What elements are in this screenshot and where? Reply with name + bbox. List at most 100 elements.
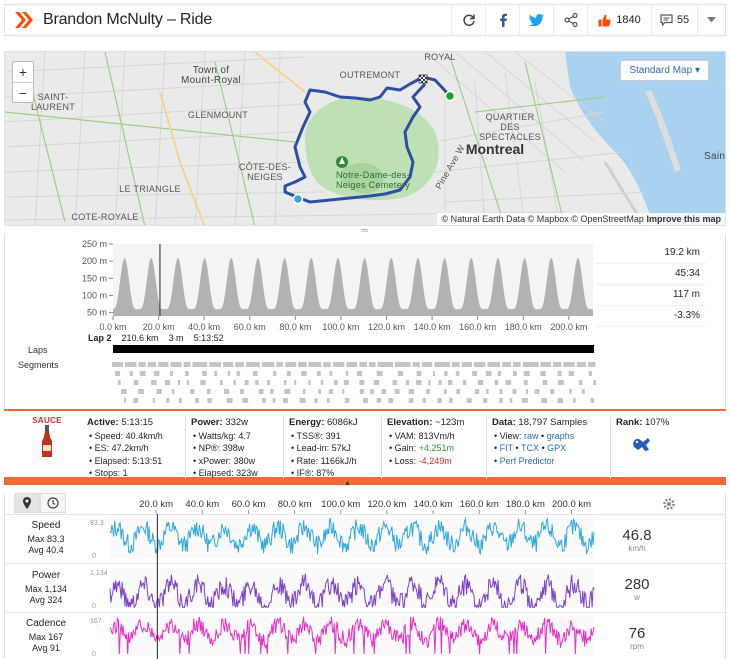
comments-button[interactable]: 55 bbox=[651, 5, 697, 35]
map-type-select[interactable]: Standard Map ▾ bbox=[620, 60, 709, 81]
stream-x-tick: 20.0 km bbox=[139, 499, 173, 510]
readout-elevation: 117 m bbox=[596, 285, 706, 306]
share-icon bbox=[563, 13, 578, 27]
chevron-down-icon bbox=[707, 17, 716, 23]
lap-elapsed: 5:13:52 bbox=[193, 333, 224, 343]
strava-logo-icon[interactable] bbox=[13, 9, 35, 31]
power-scale-top: 1,134 bbox=[90, 570, 108, 577]
stat-stops: Stops: 1 bbox=[87, 467, 182, 480]
elevation-title: Elevation: bbox=[387, 417, 433, 428]
power-avg: Avg 324 bbox=[29, 595, 63, 605]
map-attribution: © Natural Earth Data © Mapbox © OpenStre… bbox=[437, 213, 725, 225]
speed-scale-bottom: 0 bbox=[92, 553, 96, 560]
stats-power: Power: 332w Watts/kg: 4.7 NP®: 398w xPow… bbox=[185, 417, 280, 479]
share-button[interactable] bbox=[553, 5, 587, 35]
map-label-town: Town of Mount-Royal bbox=[181, 65, 241, 86]
export-fit-link[interactable]: FIT bbox=[499, 443, 513, 454]
streams-settings-button[interactable] bbox=[660, 495, 678, 512]
stat-vam: VAM: 813Vm/h bbox=[387, 430, 485, 443]
view-raw-link[interactable]: raw bbox=[524, 430, 539, 441]
elevation-value: ~123m bbox=[435, 417, 465, 428]
map-label-cote-royale: COTE-ROYALE bbox=[71, 212, 139, 222]
map-label-montreal: Montreal bbox=[465, 141, 525, 157]
elevation-x-tick: 120.0 km bbox=[368, 322, 405, 332]
data-samples: 18,797 Samples bbox=[518, 417, 588, 428]
power-unit: w bbox=[634, 593, 640, 602]
more-options-button[interactable] bbox=[697, 5, 725, 35]
stream-x-tick: 140.0 km bbox=[414, 499, 453, 510]
zoom-out-button[interactable]: − bbox=[13, 82, 33, 102]
distance-mode-button[interactable] bbox=[14, 493, 40, 513]
stats-elevation: Elevation: ~123m VAM: 813Vm/h Gain: +4,2… bbox=[381, 417, 485, 479]
segments-track[interactable] bbox=[110, 360, 596, 406]
twitter-share-button[interactable] bbox=[519, 5, 553, 35]
map-label-quartier: QUARTIER DES SPECTACLES bbox=[479, 112, 541, 142]
rank-title: Rank: bbox=[616, 417, 643, 428]
stream-x-tick: 60.0 km bbox=[232, 499, 266, 510]
stream-x-tick: 80.0 km bbox=[278, 499, 312, 510]
perf-predictor: Perf Predictor bbox=[492, 455, 608, 468]
elevation-section bbox=[4, 234, 726, 410]
improve-map-link[interactable]: Improve this map bbox=[646, 214, 721, 224]
perf-predictor-link[interactable]: Perf Predictor bbox=[499, 455, 555, 466]
map-label-saint-laurent: SAINT-LAURENT bbox=[30, 92, 76, 112]
streams-chart[interactable]: 83.3 0 1,134 0 167 0 bbox=[88, 514, 596, 659]
elevation-x-tick: 180.0 km bbox=[505, 322, 542, 332]
elevation-area bbox=[113, 257, 593, 316]
power-title: Power: bbox=[191, 417, 223, 428]
streams-x-axis: 20.0 km 40.0 km 60.0 km 80.0 km 100.0 km 120.… bbox=[139, 499, 591, 514]
export-tcx-link[interactable]: TCX bbox=[521, 443, 539, 454]
stats-energy: Energy: 6086kJ TSS®: 391 Lead-in: 57kJ R… bbox=[283, 417, 381, 479]
stream-x-tick: 180.0 km bbox=[506, 499, 545, 510]
stat-gain: Gain: +4,251m bbox=[387, 442, 485, 455]
map-label-glenmount: GLENMOUNT bbox=[187, 110, 249, 120]
speed-label: Speed Max 83.3 Avg 40.4 bbox=[4, 520, 88, 556]
facebook-share-button[interactable] bbox=[485, 5, 519, 35]
stats-collapse-handle[interactable]: ▲ bbox=[344, 480, 351, 487]
speed-avg: Avg 40.4 bbox=[28, 545, 64, 555]
sauce-logo: SAUCE bbox=[30, 416, 64, 462]
rank-badge-icon[interactable] bbox=[630, 433, 652, 453]
elevation-x-tick: 160.0 km bbox=[459, 322, 496, 332]
stream-x-tick: 120.0 km bbox=[367, 499, 406, 510]
speed-stream-line bbox=[109, 517, 595, 556]
export-gpx-link[interactable]: GPX bbox=[547, 443, 567, 454]
cadence-label: Cadence Max 167 Avg 91 bbox=[4, 618, 88, 654]
stream-x-tick: 200.0 km bbox=[552, 499, 591, 510]
stream-x-tick: 160.0 km bbox=[460, 499, 499, 510]
power-name: Power bbox=[31, 570, 61, 581]
lap-bar[interactable] bbox=[113, 345, 594, 353]
clock-icon bbox=[47, 497, 59, 509]
facebook-icon bbox=[499, 13, 507, 27]
stat-elapsed: Elapsed: 5:13:51 bbox=[87, 455, 182, 468]
stat-rate: Rate: 1166kJ/h bbox=[289, 455, 381, 468]
stats-data: Data: 18,797 Samples View: raw • graphs … bbox=[486, 417, 608, 479]
elevation-y-tick: 150 m bbox=[82, 273, 107, 283]
view-graphs-link[interactable]: graphs bbox=[546, 430, 575, 441]
stat-np: NP®: 398w bbox=[191, 442, 280, 455]
route-map[interactable]: + − Standard Map ▾ Town of Mount-Royal S… bbox=[4, 51, 726, 226]
data-title: Data: bbox=[492, 417, 516, 428]
attribution-text[interactable]: © Natural Earth Data © Mapbox © OpenStre… bbox=[441, 214, 644, 224]
sauce-title: SAUCE bbox=[32, 416, 62, 425]
zoom-control: + − bbox=[12, 61, 34, 103]
twitter-icon bbox=[529, 14, 544, 26]
kudos-button[interactable]: 1840 bbox=[587, 5, 651, 35]
map-resize-handle[interactable]: ═ bbox=[361, 225, 369, 235]
stat-watts-kg: Watts/kg: 4.7 bbox=[191, 430, 280, 443]
cadence-max: Max 167 bbox=[28, 632, 64, 642]
laps-label: Laps bbox=[28, 345, 48, 355]
lap-name: Lap 2 bbox=[88, 333, 112, 343]
power-value: 332w bbox=[225, 417, 249, 428]
elevation-chart[interactable]: 250 m 200 m 150 m 100 m 50 m 0.0 km 20.0 km 40… bbox=[60, 237, 600, 332]
sauce-bottle-icon bbox=[42, 425, 52, 457]
stats-rank: Rank: 107% bbox=[610, 417, 700, 479]
speed-current-value: 46.8 bbox=[622, 527, 652, 544]
cadence-scale-top: 167 bbox=[90, 618, 102, 625]
zoom-in-button[interactable]: + bbox=[18, 64, 28, 80]
active-title: Active: bbox=[87, 417, 119, 428]
readout-distance: 19.2 km bbox=[596, 243, 706, 264]
time-mode-button[interactable] bbox=[40, 493, 66, 513]
energy-title: Energy: bbox=[289, 417, 325, 428]
refresh-button[interactable] bbox=[451, 5, 485, 35]
